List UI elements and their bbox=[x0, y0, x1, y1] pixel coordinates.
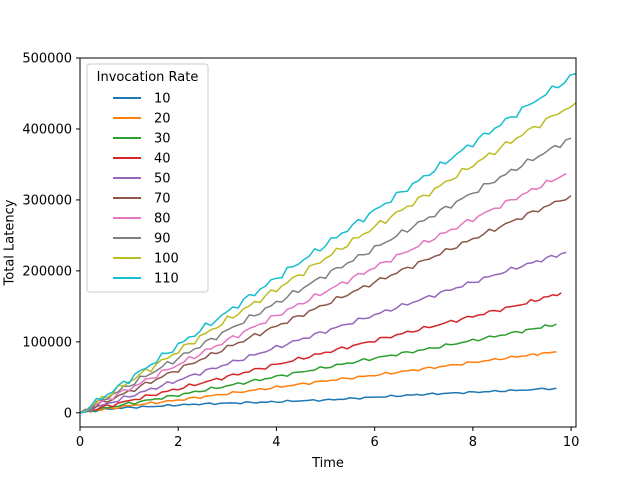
legend-label-40: 40 bbox=[154, 152, 171, 167]
y-tick-label: 400000 bbox=[22, 122, 72, 137]
series-line-30 bbox=[79, 323, 557, 414]
series-line-100 bbox=[79, 102, 577, 414]
series-line-10 bbox=[79, 387, 557, 414]
legend-label-90: 90 bbox=[154, 232, 171, 247]
legend-label-70: 70 bbox=[154, 192, 171, 207]
y-tick-label: 100000 bbox=[22, 335, 72, 350]
legend-label-20: 20 bbox=[154, 112, 171, 127]
x-axis-label: Time bbox=[311, 456, 344, 471]
series-line-80 bbox=[79, 173, 567, 414]
series-line-50 bbox=[79, 251, 567, 414]
y-tick-label: 0 bbox=[64, 406, 72, 421]
series-line-20 bbox=[79, 351, 557, 414]
y-axis-label: Total Latency bbox=[3, 199, 18, 286]
plot-frame bbox=[79, 57, 577, 428]
legend-box bbox=[86, 63, 209, 293]
legend: Invocation Rate 10 20 30 40 50 70 80 90 100 110 bbox=[86, 63, 209, 293]
series-line-110 bbox=[79, 72, 577, 414]
y-tick-label: 500000 bbox=[22, 52, 72, 67]
series-line-70 bbox=[79, 195, 572, 414]
legend-label-10: 10 bbox=[154, 92, 171, 107]
legend-label-110: 110 bbox=[154, 272, 179, 287]
x-tick-label: 2 bbox=[174, 435, 182, 450]
series-line-40 bbox=[79, 292, 562, 414]
legend-label-80: 80 bbox=[154, 212, 171, 227]
x-tick-label: 6 bbox=[371, 435, 379, 450]
x-tick-label: 4 bbox=[272, 435, 280, 450]
x-tick-label: 0 bbox=[76, 435, 84, 450]
legend-items: 10 20 30 40 50 70 80 90 100 110 bbox=[113, 92, 179, 287]
legend-title: Invocation Rate bbox=[97, 70, 199, 85]
x-tick-label: 10 bbox=[563, 435, 580, 450]
y-tick-label: 200000 bbox=[22, 264, 72, 279]
x-tick-label: 8 bbox=[469, 435, 477, 450]
y-axis: 0 100000 200000 300000 400000 500000 bbox=[22, 52, 80, 421]
legend-label-30: 30 bbox=[154, 132, 171, 147]
legend-label-100: 100 bbox=[154, 252, 179, 267]
legend-label-50: 50 bbox=[154, 172, 171, 187]
x-axis: 0 2 4 6 8 10 bbox=[76, 427, 580, 450]
series-layer bbox=[79, 72, 577, 414]
series-line-90 bbox=[79, 137, 572, 414]
y-tick-label: 300000 bbox=[22, 193, 72, 208]
